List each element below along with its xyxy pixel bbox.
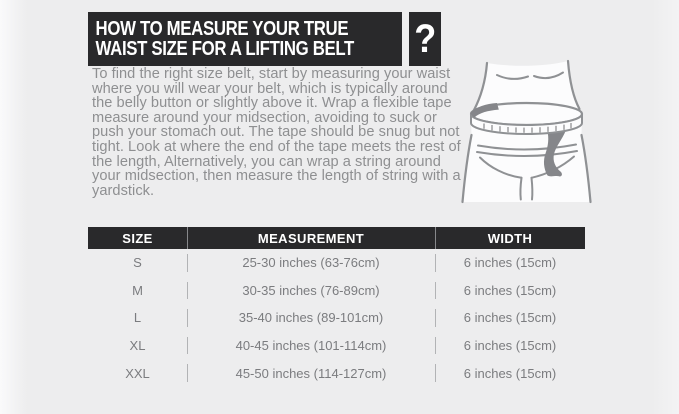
column-header-width: WIDTH: [487, 230, 533, 246]
column-divider: [187, 309, 188, 327]
column-divider: [187, 281, 188, 300]
table-row-xxl: XXL 45-50 inches (114-127cm) 6 inches (1…: [88, 359, 585, 387]
column-divider: [435, 336, 436, 355]
column-divider: [435, 364, 436, 382]
question-mark-icon: ?: [414, 17, 436, 61]
question-mark-box: ?: [409, 12, 441, 66]
measurement-cell: 25-30 inches (63-76cm): [242, 255, 380, 271]
width-cell: 6 inches (15cm): [463, 365, 557, 381]
size-chart-header-row: SIZE MEASUREMENT WIDTH: [88, 227, 585, 249]
title-line-2: WAIST SIZE FOR A LIFTING BELT: [95, 38, 355, 60]
size-cell: M: [132, 282, 143, 298]
table-row-s: S 25-30 inches (63-76cm) 6 inches (15cm): [88, 249, 585, 277]
size-chart-table: SIZE MEASUREMENT WIDTH S 25-30 inches (6…: [88, 227, 585, 387]
column-header-size: SIZE: [122, 230, 153, 246]
width-cell: 6 inches (15cm): [463, 282, 557, 298]
page-title: HOW TO MEASURE YOUR TRUE WAIST SIZE FOR …: [88, 17, 355, 60]
column-header-measurement: MEASUREMENT: [257, 230, 365, 246]
waist-measurement-illustration: [450, 50, 620, 220]
table-row-l: L 35-40 inches (89-101cm) 6 inches (15cm…: [88, 304, 585, 332]
measurement-cell: 35-40 inches (89-101cm): [238, 310, 384, 326]
column-divider: [435, 227, 436, 249]
measurement-cell: 45-50 inches (114-127cm): [235, 365, 387, 381]
width-cell: 6 inches (15cm): [463, 338, 557, 354]
size-cell: XL: [129, 338, 146, 354]
column-divider: [435, 254, 436, 272]
width-cell: 6 inches (15cm): [463, 310, 557, 326]
width-cell: 6 inches (15cm): [463, 255, 557, 271]
tape-measure-torso-icon: [461, 59, 592, 204]
measurement-cell: 40-45 inches (101-114cm): [235, 338, 387, 354]
title-line-1: HOW TO MEASURE YOUR TRUE: [95, 17, 349, 40]
intro-paragraph: To find the right size belt, start by me…: [92, 66, 461, 199]
table-row-m: M 30-35 inches (76-89cm) 6 inches (15cm): [88, 277, 585, 305]
column-divider: [187, 254, 188, 272]
size-cell: L: [133, 310, 142, 326]
title-banner: HOW TO MEASURE YOUR TRUE WAIST SIZE FOR …: [88, 12, 402, 66]
measurement-cell: 30-35 inches (76-89cm): [242, 282, 380, 298]
column-divider: [435, 281, 436, 300]
column-divider: [435, 309, 436, 327]
table-row-xl: XL 40-45 inches (101-114cm) 6 inches (15…: [88, 332, 585, 360]
size-cell: XXL: [125, 365, 150, 381]
column-divider: [187, 227, 188, 249]
size-cell: S: [133, 255, 142, 271]
column-divider: [187, 364, 188, 382]
column-divider: [187, 336, 188, 355]
